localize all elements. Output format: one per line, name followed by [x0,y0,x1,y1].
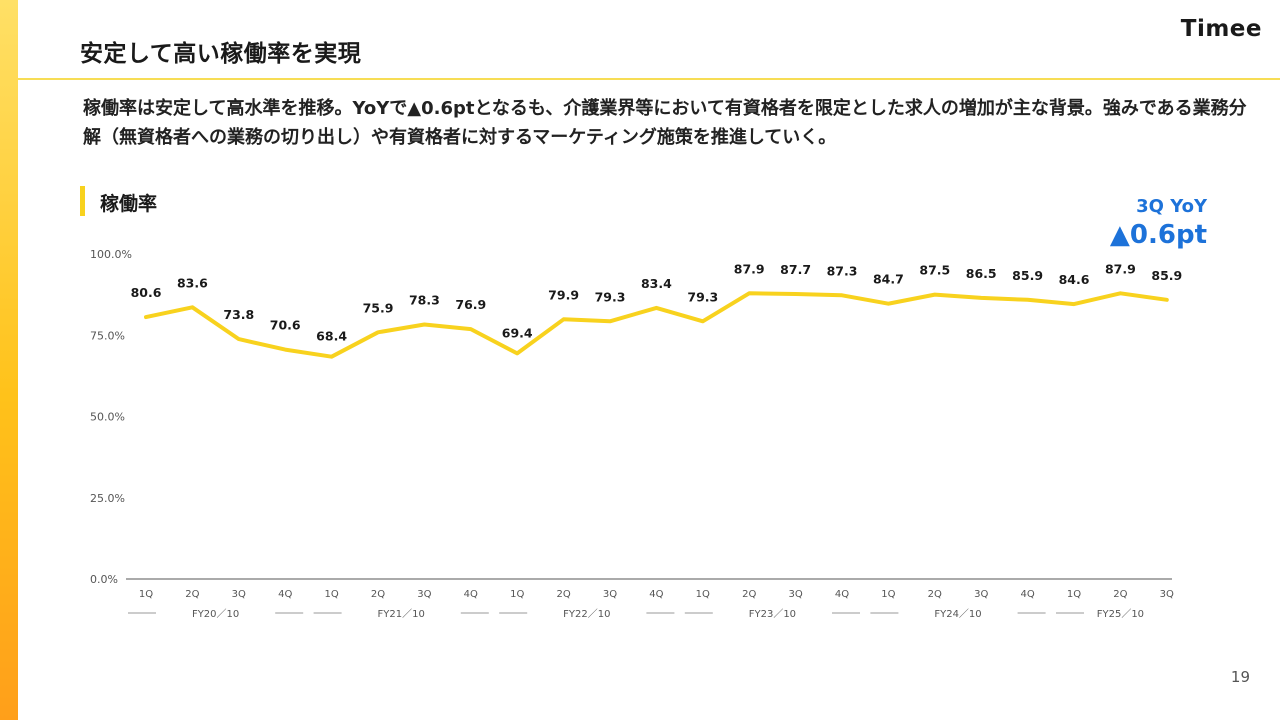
side-accent-bar [0,0,18,720]
y-tick-label: 25.0% [90,492,125,505]
data-label: 86.5 [966,266,997,281]
data-label: 84.6 [1059,272,1090,287]
data-label: 76.9 [455,297,486,312]
data-label: 73.8 [223,307,254,322]
fiscal-year-label: FY22／10 [563,608,610,620]
y-tick-label: 75.0% [90,329,125,342]
x-tick-label: 2Q [185,589,199,600]
x-tick-label: 4Q [1020,589,1034,600]
x-tick-label: 1Q [696,589,710,600]
brand-logo: Timee [1180,16,1262,42]
data-label: 68.4 [316,329,347,344]
page-number: 19 [1230,668,1250,686]
section-marker [80,186,85,216]
data-label: 87.9 [1105,261,1136,276]
data-label: 87.5 [919,263,950,278]
title-divider [18,78,1280,80]
data-label: 87.7 [780,262,811,277]
x-tick-label: 4Q [464,589,478,600]
x-tick-label: 2Q [742,589,756,600]
x-tick-label: 3Q [232,589,246,600]
x-tick-label: 2Q [556,589,570,600]
x-tick-label: 3Q [417,589,431,600]
x-tick-label: 4Q [835,589,849,600]
data-label: 80.6 [131,285,162,300]
x-tick-label: 1Q [881,589,895,600]
fiscal-year-label: FY21／10 [378,608,425,620]
x-tick-label: 4Q [649,589,663,600]
yoy-callout-value: ▲0.6pt [1109,220,1207,250]
data-label: 78.3 [409,293,440,308]
data-label: 75.9 [363,300,394,315]
page-title: 安定して高い稼働率を実現 [80,41,362,67]
x-tick-label: 2Q [1113,589,1127,600]
data-label: 87.3 [827,263,858,278]
y-tick-label: 100.0% [90,248,132,261]
description-text: 稼働率は安定して高水準を推移。YoYで▲0.6ptとなるも、介護業界等において有… [83,98,1247,148]
utilization-series-line [144,291,1169,359]
data-label: 87.9 [734,261,765,276]
section-title: 稼働率 [100,193,158,215]
fiscal-year-label: FY24／10 [934,608,981,620]
data-label: 79.3 [687,289,718,304]
x-tick-label: 1Q [510,589,524,600]
x-tick-label: 3Q [603,589,617,600]
y-tick-label: 50.0% [90,411,125,424]
x-tick-label: 3Q [788,589,802,600]
data-label: 85.9 [1012,268,1043,283]
data-label: 84.7 [873,272,904,287]
fiscal-year-label: FY25／10 [1097,608,1144,620]
x-tick-label: 1Q [139,589,153,600]
x-tick-label: 1Q [1067,589,1081,600]
x-tick-label: 2Q [371,589,385,600]
data-label: 83.6 [177,275,208,290]
y-tick-label: 0.0% [90,573,118,586]
fiscal-year-label: FY20／10 [192,608,239,620]
x-tick-label: 2Q [928,589,942,600]
fiscal-year-label: FY23／10 [749,608,796,620]
x-tick-label: 1Q [324,589,338,600]
x-tick-label: 4Q [278,589,292,600]
data-label: 70.6 [270,318,301,333]
data-label: 85.9 [1151,268,1182,283]
x-tick-label: 3Q [974,589,988,600]
data-label: 69.4 [502,325,533,340]
x-tick-label: 3Q [1160,589,1174,600]
data-label: 79.3 [595,289,626,304]
data-label: 83.4 [641,276,672,291]
yoy-callout-label: 3Q YoY [1136,196,1207,217]
data-label: 79.9 [548,287,579,302]
